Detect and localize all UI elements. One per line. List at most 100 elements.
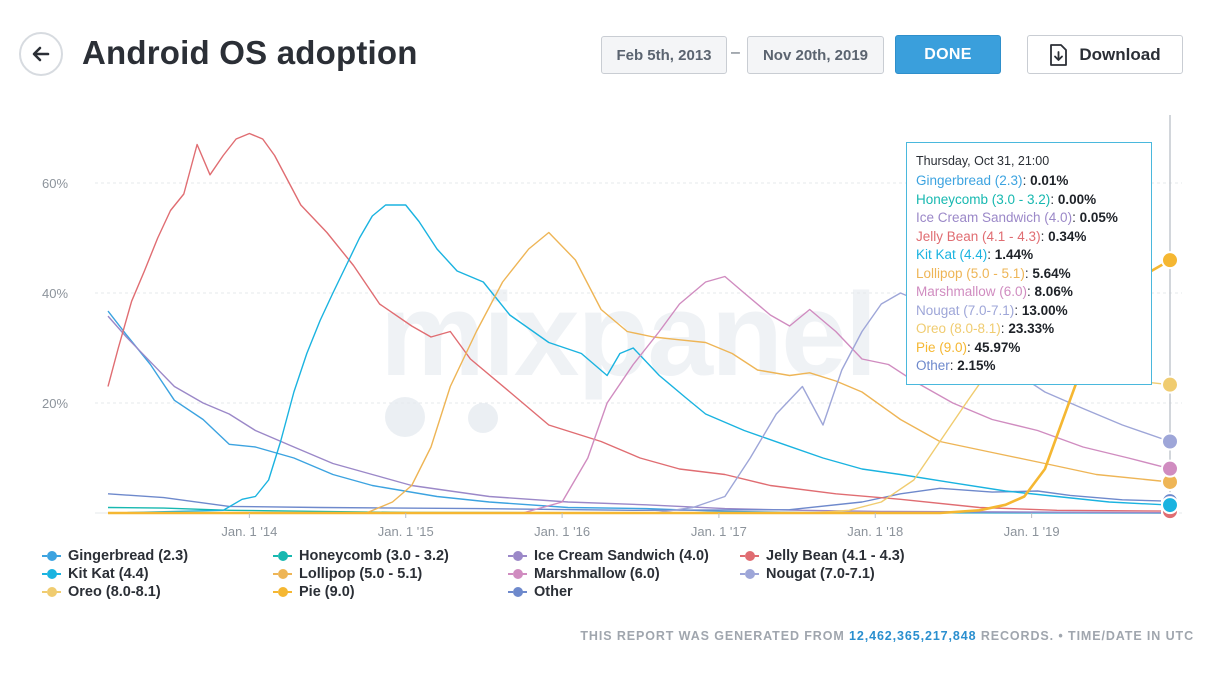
legend-item[interactable]: Nougat (7.0-7.1) [740,566,875,582]
tooltip-row-value: 0.01% [1030,173,1069,188]
tooltip-row-label: Honeycomb (3.0 - 3.2) [916,191,1051,207]
series-line-jelly-bean[interactable] [107,132,1171,512]
y-tick-label: 40% [42,286,68,301]
legend-swatch [273,568,292,580]
tooltip-row: Other: 2.15% [916,357,1143,376]
tooltip-row-separator: : [1040,228,1049,244]
tooltip-row-label: Jelly Bean (4.1 - 4.3) [916,228,1041,244]
back-button[interactable] [19,32,63,76]
legend-label: Marshmallow (6.0) [534,566,660,582]
legend-item[interactable]: Lollipop (5.0 - 5.1) [273,566,422,582]
legend-label: Oreo (8.0-8.1) [68,584,161,600]
x-tick-label: Jan. 1 '14 [221,524,277,539]
page-title: Android OS adoption [82,34,418,71]
tooltip-row: Ice Cream Sandwich (4.0): 0.05% [916,209,1143,228]
tooltip-row: Marshmallow (6.0): 8.06% [916,283,1143,302]
legend-swatch [740,550,759,562]
tooltip-heading: Thursday, Oct 31, 21:00 [916,154,1050,168]
tooltip-row-label: Oreo (8.0-8.1) [916,321,1001,336]
legend-swatch [42,550,61,562]
tooltip-row-label: Kit Kat (4.4) [916,247,988,262]
download-button[interactable]: Download [1027,35,1183,74]
tooltip-row: Kit Kat (4.4): 1.44% [916,246,1143,265]
tooltip-row-value: 2.15% [957,358,996,373]
legend-item[interactable]: Pie (9.0) [273,584,355,600]
legend-label: Pie (9.0) [299,584,355,600]
y-tick-label: 20% [42,396,68,411]
watermark: mixpanel [380,269,876,401]
end-marker-marshmallow [1161,459,1179,478]
tooltip-row-separator: : [1027,284,1035,299]
download-label: Download [1079,44,1161,64]
end-marker-nougat [1161,432,1179,451]
legend-label: Kit Kat (4.4) [68,566,149,582]
legend-swatch [508,568,527,580]
watermark-dots [385,397,498,437]
download-icon [1050,43,1068,66]
legend-item[interactable]: Gingerbread (2.3) [42,548,188,564]
legend-item[interactable]: Honeycomb (3.0 - 3.2) [273,548,449,564]
legend-swatch [42,586,61,598]
date-range-separator: – [731,44,740,61]
tooltip-row-label: Ice Cream Sandwich (4.0) [916,210,1073,225]
legend-item[interactable]: Marshmallow (6.0) [508,566,660,582]
legend-label: Jelly Bean (4.1 - 4.3) [766,548,905,564]
legend-label: Gingerbread (2.3) [68,548,189,564]
legend-item[interactable]: Oreo (8.0-8.1) [42,584,161,600]
tooltip-row: Lollipop (5.0 - 5.1): 5.64% [916,265,1143,284]
start-date-field[interactable]: Feb 5th, 2013 [601,36,727,74]
tooltip-row: Gingerbread (2.3): 0.01% [916,172,1143,191]
legend-label: Honeycomb (3.0 - 3.2) [299,548,449,564]
tooltip-row-separator: : [1024,265,1033,281]
tooltip-row-label: Marshmallow (6.0) [916,284,1028,299]
tooltip-row-value: 0.34% [1048,228,1087,244]
tooltip-row-value: 13.00% [1021,302,1068,318]
tooltip-row-label: Other [916,358,950,373]
legend-swatch [42,568,61,580]
series-line-lollipop[interactable] [108,231,1171,514]
series-line-ice-cream-sandwich[interactable] [107,315,1171,514]
footer-prefix: THIS REPORT WAS GENERATED FROM [580,629,845,643]
tooltip-row-separator: : [1072,210,1080,225]
x-tick-label: Jan. 1 '18 [847,524,903,539]
series-line-nougat[interactable] [108,292,1171,514]
legend-label: Lollipop (5.0 - 5.1) [299,566,423,582]
adoption-line-chart[interactable]: 20% 40% 60% mixpanel Jan. 1 '14 Jan. 1 '15 J… [0,100,1215,540]
legend-label: Other [534,584,573,600]
tooltip-row: Oreo (8.0-8.1): 23.33% [916,320,1143,339]
x-tick-label: Jan. 1 '16 [534,524,590,539]
tooltip-row-value: 1.44% [994,247,1034,262]
tooltip-row-value: 0.05% [1079,210,1118,225]
x-tick-label: Jan. 1 '17 [691,524,747,539]
record-count: 12,462,365,217,848 [849,629,977,643]
legend-swatch [740,568,759,580]
tooltip-row-separator: : [1000,321,1009,336]
tooltip-row-separator: : [987,247,995,262]
arrow-left-icon [32,46,50,62]
end-marker-oreo [1161,375,1179,394]
tooltip-row-value: 5.64% [1032,265,1071,281]
tooltip-row-value: 0.00% [1057,191,1097,207]
x-tick-label: Jan. 1 '15 [378,524,434,539]
series-line-other[interactable] [107,487,1171,511]
series-line-kit-kat[interactable] [107,204,1171,514]
legend-label: Ice Cream Sandwich (4.0) [534,548,709,564]
tooltip-row-value: 8.06% [1034,284,1073,299]
legend-item[interactable]: Kit Kat (4.4) [42,566,149,582]
tooltip-row-label: Gingerbread (2.3) [916,173,1023,188]
tooltip-row: Jelly Bean (4.1 - 4.3): 0.34% [916,228,1143,247]
tooltip-row: Honeycomb (3.0 - 3.2): 0.00% [916,191,1143,210]
tooltip-row-separator: : [949,358,958,373]
legend-swatch [508,550,527,562]
series-line-marshmallow[interactable] [108,275,1171,514]
done-button[interactable]: DONE [895,35,1001,74]
end-marker-pie [1161,251,1179,270]
y-tick-label: 60% [42,176,68,191]
tooltip-row-value: 23.33% [1008,321,1055,336]
legend-item[interactable]: Ice Cream Sandwich (4.0) [508,548,709,564]
x-tick-label: Jan. 1 '19 [1004,524,1060,539]
legend-item[interactable]: Jelly Bean (4.1 - 4.3) [740,548,905,564]
legend-swatch [273,550,292,562]
end-date-field[interactable]: Nov 20th, 2019 [747,36,884,74]
legend-item[interactable]: Other [508,584,573,600]
